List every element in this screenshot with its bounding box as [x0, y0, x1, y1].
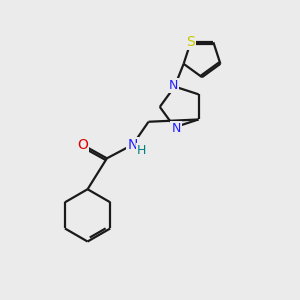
Text: S: S [186, 35, 195, 49]
Text: N: N [171, 122, 181, 135]
Text: O: O [77, 138, 88, 152]
Text: N: N [128, 138, 138, 152]
Text: N: N [168, 80, 178, 92]
Text: H: H [137, 143, 146, 157]
